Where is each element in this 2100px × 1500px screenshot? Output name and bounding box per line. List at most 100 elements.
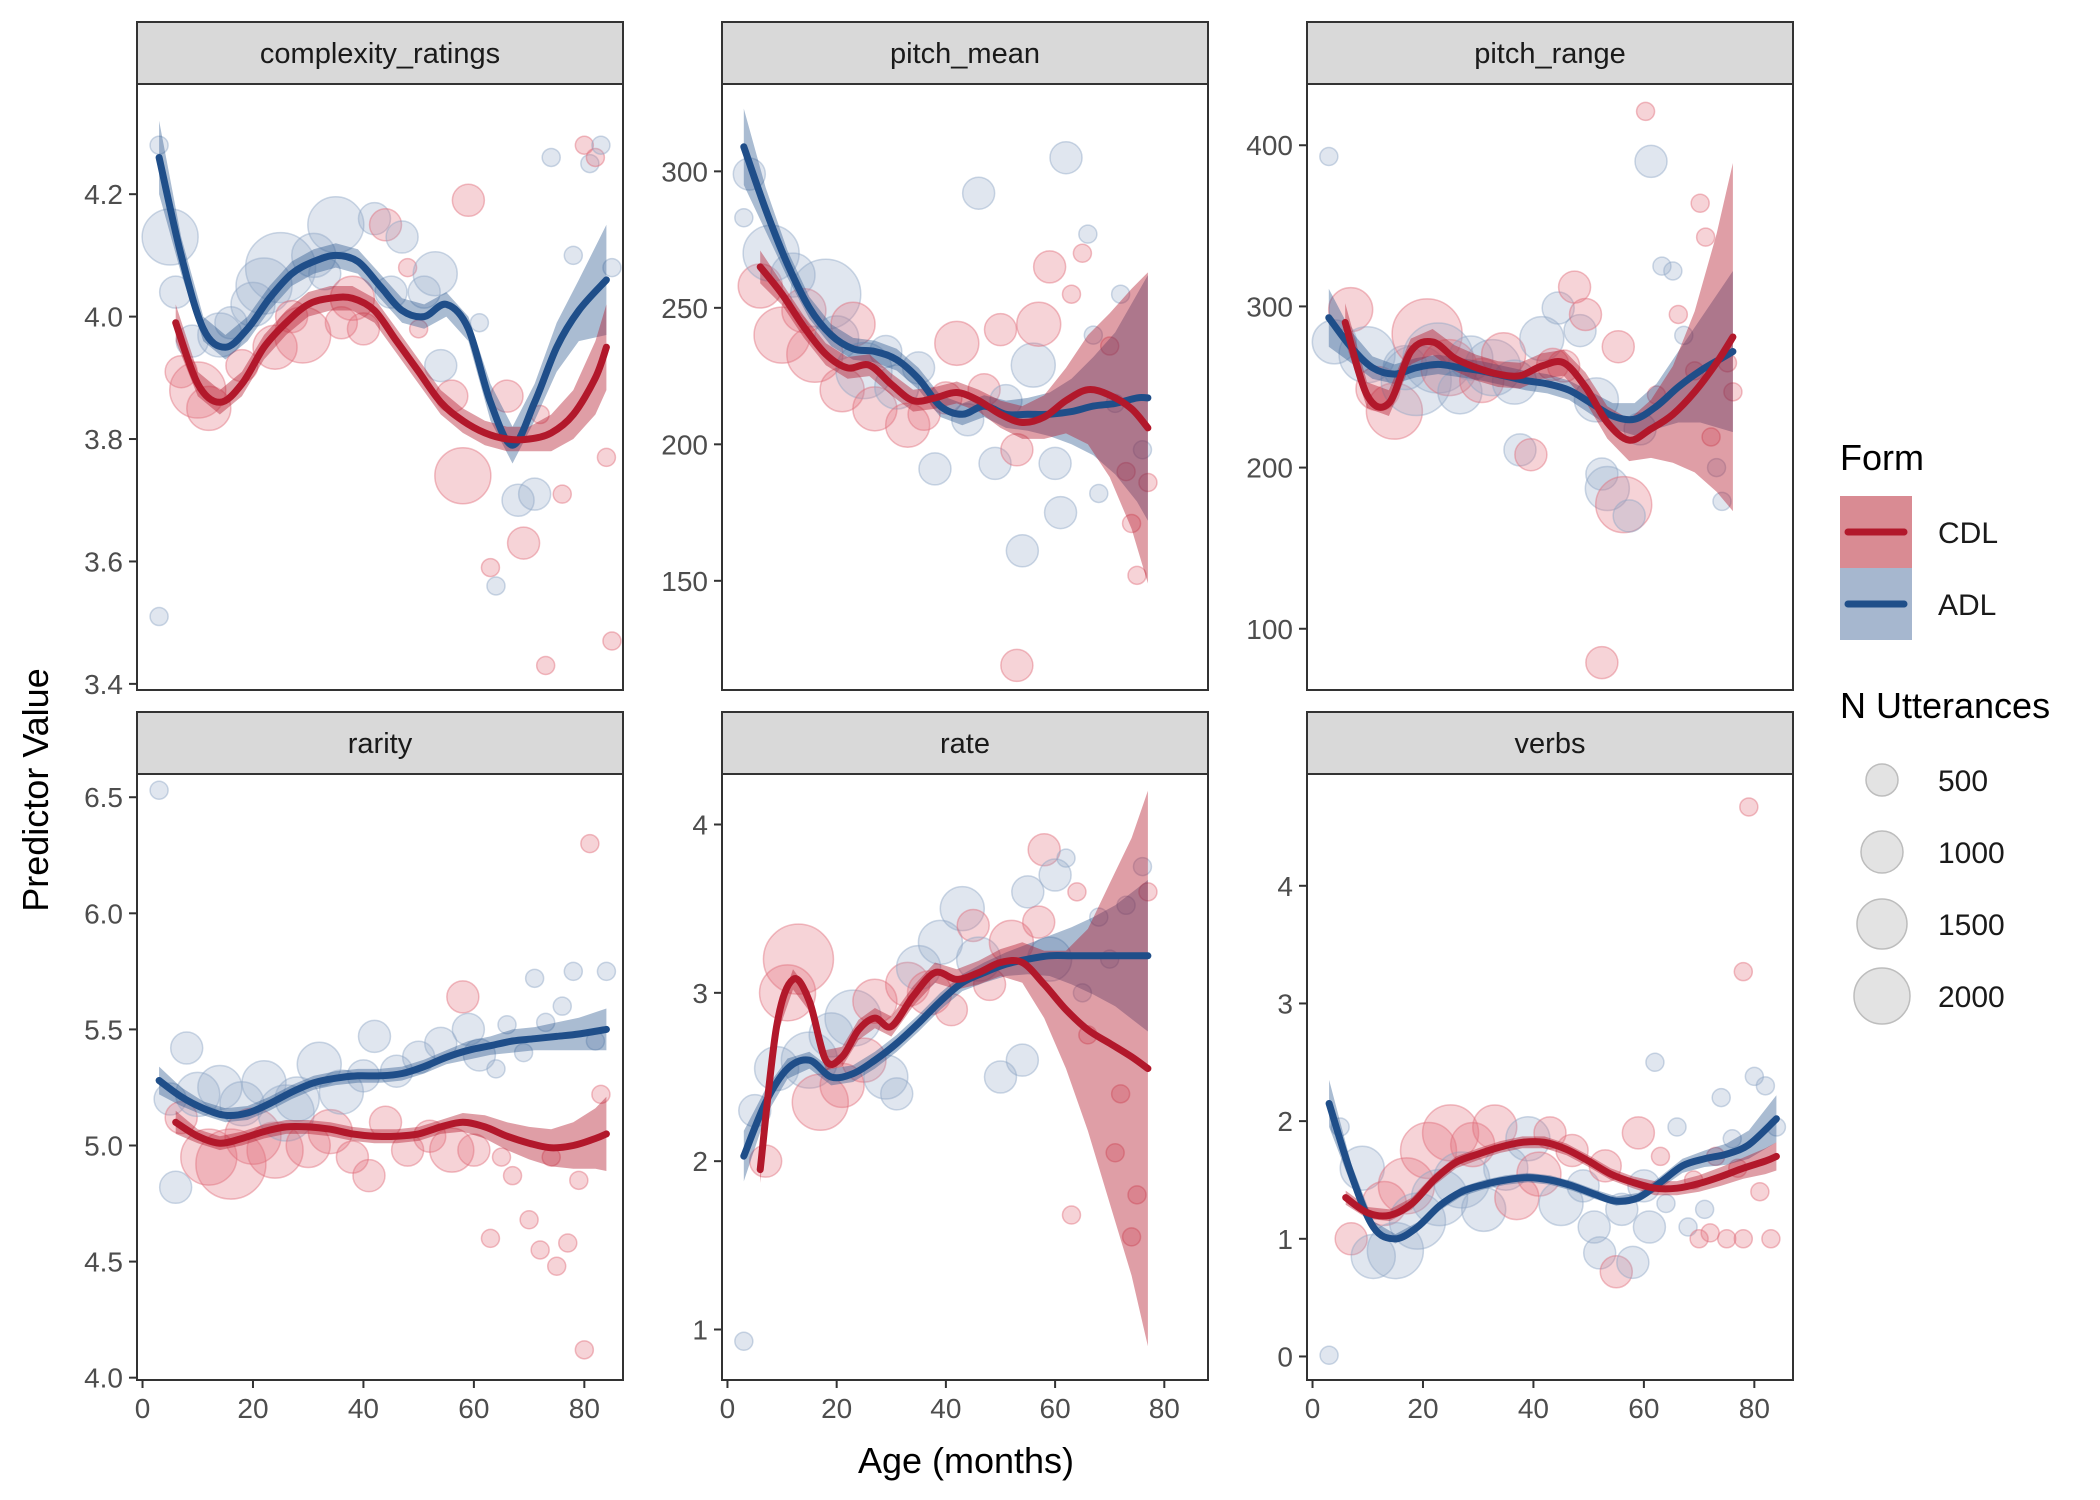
adl-point — [1634, 144, 1668, 179]
facet-strip — [136, 21, 624, 85]
cdl-point — [1000, 648, 1034, 683]
cdl-point — [1621, 1116, 1656, 1150]
y-tick-label: 4 — [692, 810, 708, 841]
adl-point — [917, 919, 964, 966]
legend-label-adl: ADL — [1938, 589, 1996, 622]
legend-size-title: N Utterances — [1840, 685, 2050, 726]
adl-point — [1674, 325, 1694, 346]
adl-point — [501, 483, 535, 517]
adl-point — [524, 968, 545, 989]
adl-point — [296, 1041, 342, 1087]
cdl-point — [591, 1084, 611, 1105]
y-tick-label: 250 — [661, 293, 708, 324]
y-tick-label: 1 — [692, 1315, 708, 1346]
cdl-point — [574, 1340, 595, 1360]
cdl-point — [1099, 336, 1120, 356]
adl-point — [602, 257, 622, 278]
adl-point — [1049, 140, 1083, 175]
adl-point — [1072, 983, 1093, 1003]
panel-border — [136, 773, 624, 1381]
cdl-trend-line — [172, 293, 610, 444]
adl-point — [169, 1031, 204, 1065]
adl-trend-line — [1325, 1100, 1780, 1243]
legend-size-circle — [1856, 898, 1908, 950]
adl-point — [1089, 907, 1109, 927]
facet-title: verbs — [1515, 728, 1586, 760]
cdl-point — [506, 526, 541, 560]
y-tick-label: 5.5 — [84, 1014, 123, 1045]
y-tick-label: 4.0 — [84, 1363, 123, 1394]
cdl-point — [457, 1133, 491, 1167]
cdl-point — [1072, 243, 1093, 263]
cdl-point — [246, 1121, 304, 1179]
cdl-point — [1027, 833, 1061, 867]
adl-point — [486, 1059, 506, 1079]
cdl-point — [346, 312, 381, 346]
adl-point — [552, 996, 572, 1016]
adl-point — [1110, 284, 1131, 304]
adl-point — [1078, 224, 1098, 244]
cdl-point — [558, 1233, 578, 1253]
adl-point — [1678, 1217, 1698, 1237]
cdl-point — [535, 655, 556, 676]
adl-point — [580, 153, 600, 174]
cdl-point — [956, 908, 990, 943]
cdl-point — [1067, 882, 1087, 902]
facet-strip — [136, 711, 624, 775]
cdl-point — [1557, 270, 1592, 304]
cdl-point — [397, 257, 418, 278]
adl-point — [412, 251, 458, 297]
adl-point — [1722, 1129, 1742, 1149]
adl-point — [1132, 856, 1153, 877]
y-tick-label: 4.5 — [84, 1247, 123, 1278]
cdl-point — [446, 980, 480, 1014]
panels: complexity_ratings 3.4 3.6 3.8 4.0 4.2 pitch_m… — [84, 21, 1794, 1424]
cdl-point — [1127, 1185, 1147, 1205]
y-tick-label: 1 — [1277, 1224, 1293, 1255]
adl-point — [197, 1064, 243, 1111]
cdl-point — [1739, 797, 1759, 817]
panel-border — [721, 773, 1209, 1381]
y-tick-label: 200 — [1246, 453, 1293, 484]
legend-form-items: CDL ADL — [1840, 496, 1998, 640]
cdl-confidence-band — [760, 250, 1148, 584]
facet-strip — [1306, 711, 1794, 775]
panel-border — [136, 83, 624, 691]
adl-point — [1712, 491, 1732, 512]
cdl-point — [884, 402, 931, 448]
adl-point — [1116, 895, 1136, 916]
x-tick-label: 40 — [1518, 1393, 1549, 1424]
cdl-point — [574, 135, 595, 155]
adl-point — [1038, 858, 1072, 892]
y-tick-label: 150 — [661, 566, 708, 597]
adl-point — [1005, 1043, 1040, 1077]
panel-complexity_ratings: complexity_ratings 3.4 3.6 3.8 4.0 4.2 — [84, 21, 624, 700]
adl-confidence-band — [1328, 271, 1733, 436]
cdl-point — [1723, 382, 1743, 402]
adl-point — [1656, 1193, 1676, 1214]
adl-point — [497, 1015, 517, 1035]
panel-pitch_range: pitch_range 100 200 300 400 — [1246, 21, 1794, 691]
x-tick-label: 60 — [1628, 1393, 1659, 1424]
y-tick-label: 0 — [1277, 1341, 1293, 1372]
adl-point — [1616, 1245, 1650, 1280]
adl-point — [879, 1077, 914, 1111]
y-tick-label: 6.0 — [84, 898, 123, 929]
adl-trend-line — [155, 154, 610, 449]
y-tick-label: 3.6 — [84, 546, 123, 577]
y-tick-label: 200 — [661, 429, 708, 460]
adl-point — [1043, 495, 1078, 530]
adl-point — [513, 1042, 534, 1063]
adl-trend-line — [1325, 314, 1737, 424]
cdl-point — [1568, 297, 1603, 332]
x-tick-label: 80 — [1739, 1393, 1770, 1424]
cdl-point — [1127, 565, 1147, 586]
cdl-point — [1700, 1223, 1720, 1243]
adl-point — [1632, 1210, 1667, 1244]
adl-point — [149, 606, 169, 627]
cdl-point — [791, 1073, 850, 1131]
y-tick-label: 100 — [1246, 614, 1293, 645]
cdl-point — [569, 1170, 589, 1191]
x-tick-label: 20 — [237, 1393, 268, 1424]
cdl-point — [519, 1210, 539, 1230]
